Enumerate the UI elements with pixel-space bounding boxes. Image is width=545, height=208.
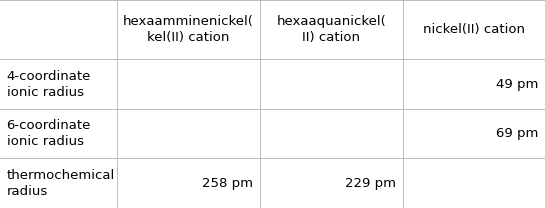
Text: 69 pm: 69 pm <box>496 127 538 140</box>
Text: 49 pm: 49 pm <box>496 78 538 90</box>
Text: hexaamminenickel(
kel(II) cation: hexaamminenickel( kel(II) cation <box>123 15 254 44</box>
Text: hexaaquanickel(
II) cation: hexaaquanickel( II) cation <box>276 15 386 44</box>
Text: 4-coordinate
ionic radius: 4-coordinate ionic radius <box>7 69 91 99</box>
Text: thermochemical
radius: thermochemical radius <box>7 169 115 198</box>
Text: 258 pm: 258 pm <box>202 177 253 190</box>
Text: 229 pm: 229 pm <box>345 177 396 190</box>
Text: nickel(II) cation: nickel(II) cation <box>423 23 525 36</box>
Text: 6-coordinate
ionic radius: 6-coordinate ionic radius <box>7 119 91 148</box>
